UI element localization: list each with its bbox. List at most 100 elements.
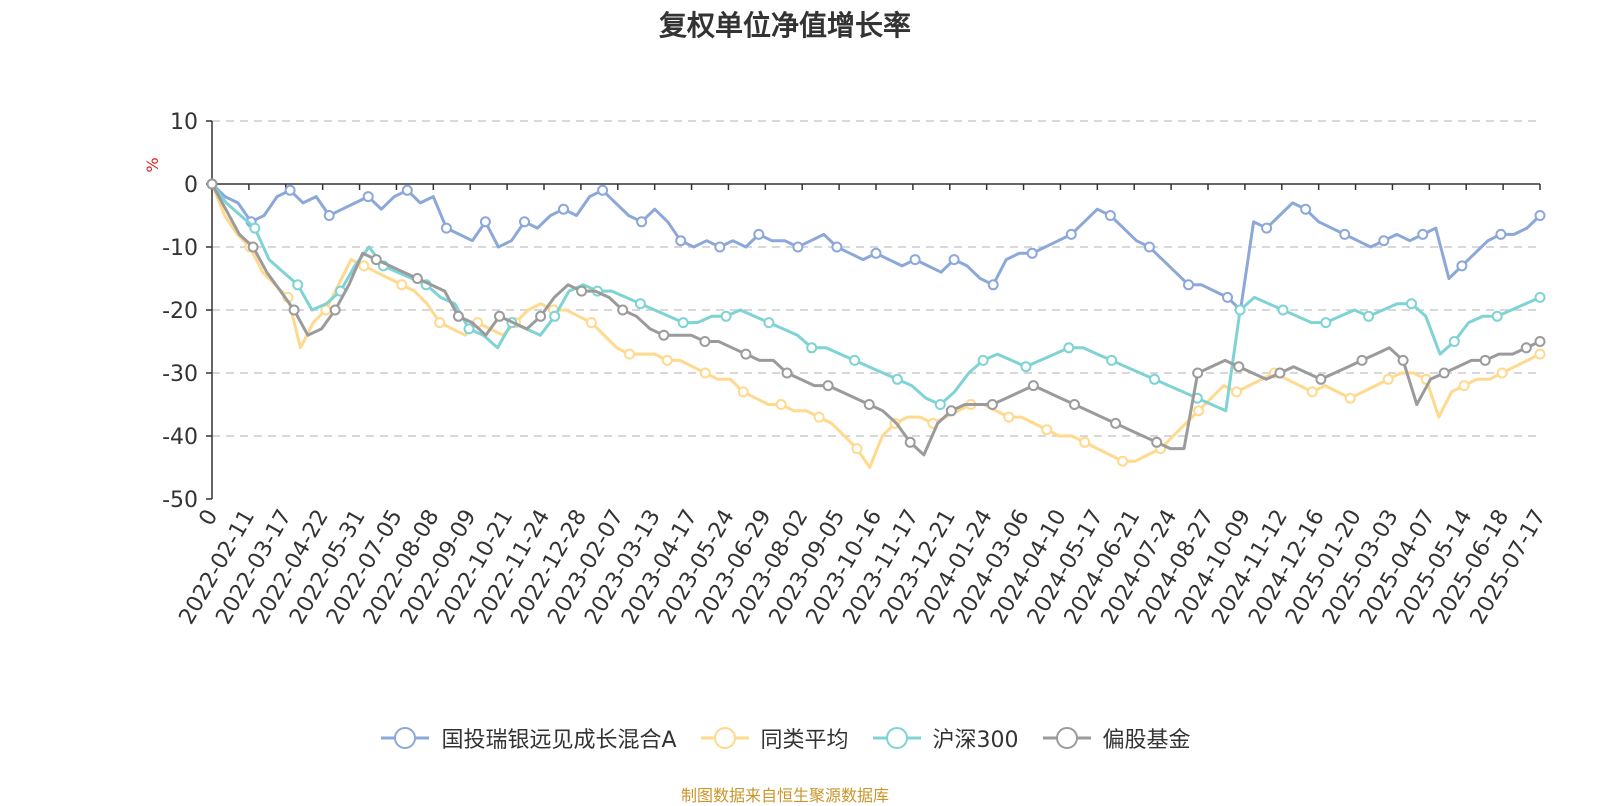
- series-point-1: [1382, 373, 1394, 385]
- series-point-1: [358, 260, 370, 272]
- series-point-1: [699, 367, 711, 379]
- series-point-0: [1104, 210, 1116, 221]
- series-point-3: [986, 399, 998, 410]
- series-point-0: [1300, 203, 1312, 215]
- series-point-0: [479, 216, 491, 228]
- legend: 国投瑞银远见成长混合A 同类平均 沪深300 偏股基金: [0, 722, 1570, 754]
- legend-swatch-icon: [1042, 727, 1091, 749]
- series-point-3: [945, 405, 957, 417]
- series-point-0: [1183, 279, 1194, 291]
- series-point-3: [535, 310, 547, 322]
- series-point-1: [623, 348, 635, 360]
- series-point-3: [494, 310, 505, 322]
- series-point-0: [401, 184, 413, 196]
- series-point-3: [247, 241, 259, 253]
- legend-swatch-icon: [700, 727, 749, 749]
- series-point-3: [206, 178, 218, 190]
- series-line-2: [210, 183, 1541, 413]
- legend-item[interactable]: 沪深300: [871, 722, 1019, 754]
- series-point-0: [1534, 210, 1546, 221]
- legend-label: 国投瑞银远见成长混合A: [441, 728, 677, 753]
- series-point-3: [1110, 417, 1122, 429]
- series-point-0: [1378, 235, 1390, 247]
- series-point-2: [1106, 354, 1118, 366]
- series-point-2: [1277, 304, 1289, 316]
- y-tick-label: -30: [162, 362, 198, 387]
- series-point-1: [1079, 436, 1091, 448]
- series-point-3: [863, 399, 875, 410]
- series-point-1: [434, 317, 446, 329]
- series-point-3: [1274, 367, 1286, 379]
- series-point-3: [1192, 367, 1204, 379]
- series-point-1: [1041, 424, 1053, 436]
- series-point-1: [851, 443, 863, 455]
- series-point-3: [699, 336, 711, 347]
- legend-item[interactable]: 国投瑞银远见成长混合A: [379, 722, 677, 754]
- series-point-3: [781, 367, 793, 379]
- series-point-2: [1363, 310, 1375, 322]
- series-point-3: [1069, 399, 1080, 410]
- series-point-0: [440, 222, 452, 234]
- series-point-2: [1063, 342, 1075, 354]
- series-point-3: [411, 273, 423, 284]
- series-point-1: [585, 317, 597, 329]
- series-point-0: [1143, 241, 1155, 253]
- series-point-3: [740, 348, 752, 360]
- series-point-3: [576, 285, 588, 297]
- series-point-0: [519, 216, 530, 228]
- axis-layer: 100-10-20-30-40-5002022-02-112022-03-172…: [162, 110, 1551, 629]
- series-point-3: [1151, 436, 1163, 448]
- legend-item[interactable]: 同类平均: [699, 722, 849, 754]
- y-tick-label: -40: [162, 425, 198, 450]
- series-point-0: [714, 241, 726, 253]
- series-point-2: [549, 310, 561, 322]
- series-point-2: [1491, 310, 1503, 322]
- series-point-2: [1320, 317, 1332, 329]
- source-note: 制图数据来自恒生聚源数据库: [680, 786, 889, 805]
- series-point-0: [831, 241, 843, 253]
- series-point-0: [1417, 228, 1429, 240]
- series-line-3: [210, 183, 1541, 457]
- series-point-3: [1438, 367, 1450, 379]
- y-tick-label: 0: [184, 173, 198, 198]
- legend-swatch-icon: [381, 727, 430, 749]
- series-point-1: [1003, 411, 1015, 423]
- grid-layer: [212, 120, 1540, 437]
- legend-swatch-icon: [872, 727, 921, 749]
- legend-label: 沪深300: [932, 728, 1019, 753]
- series-point-0: [870, 247, 882, 259]
- series-point-0: [1026, 247, 1038, 259]
- series-point-1: [1458, 380, 1470, 392]
- series-point-1: [1496, 367, 1508, 379]
- series-point-3: [1397, 354, 1409, 366]
- series-point-2: [677, 317, 689, 329]
- series-point-2: [934, 399, 946, 410]
- series-point-0: [558, 203, 569, 215]
- x-tick-label: 0: [195, 506, 224, 531]
- series-point-0: [636, 216, 648, 228]
- series-point-1: [661, 354, 673, 366]
- series-point-3: [452, 310, 464, 322]
- series-point-3: [658, 329, 670, 341]
- series-point-0: [675, 235, 687, 247]
- series-point-3: [1479, 354, 1491, 366]
- series-point-2: [1234, 304, 1246, 316]
- legend-item[interactable]: 偏股基金: [1041, 722, 1191, 754]
- series-line-1: [210, 183, 1541, 469]
- series-point-0: [948, 254, 960, 266]
- series-point-0: [909, 254, 921, 266]
- series-point-1: [1534, 348, 1546, 360]
- series-point-2: [1149, 373, 1160, 385]
- legend-label: 偏股基金: [1102, 728, 1191, 753]
- series-point-3: [1356, 354, 1368, 366]
- series-point-3: [288, 304, 300, 316]
- series-point-1: [1306, 386, 1318, 398]
- series-point-0: [1261, 222, 1273, 234]
- series-point-1: [1344, 392, 1356, 404]
- series-point-0: [987, 279, 999, 291]
- series-point-0: [597, 184, 609, 196]
- series-point-0: [1495, 228, 1507, 240]
- series-point-3: [904, 436, 916, 448]
- series-point-1: [1193, 405, 1204, 417]
